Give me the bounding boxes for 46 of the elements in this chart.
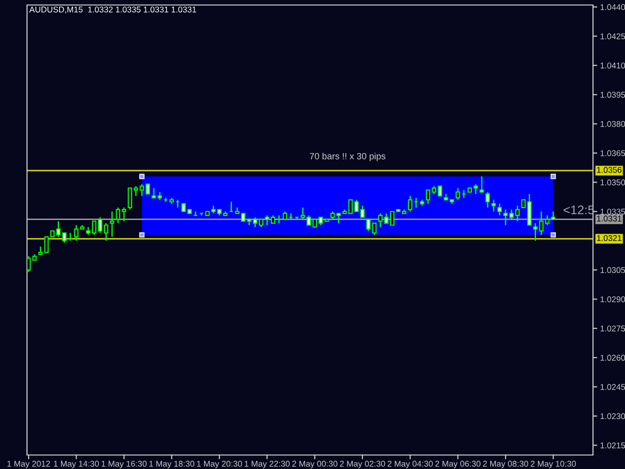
x-tick-label: 2 May 04:30 [388, 460, 433, 468]
ref-line-label: 1.0321 [597, 235, 622, 242]
candlestick [426, 189, 430, 204]
x-tick-label: 1 May 18:30 [149, 460, 194, 468]
y-tick-label: 1.0245 [600, 384, 625, 390]
y-tick-label: 1.0305 [600, 267, 625, 274]
y-tick-label: 1.0290 [600, 296, 625, 302]
y-tick-label: 1.0335 [600, 208, 625, 215]
x-tick-label: 1 May 16:30 [102, 460, 147, 468]
y-tick-label: 1.0440 [600, 4, 625, 10]
candlestick [438, 186, 442, 196]
ref-line-label: 1.0331 [597, 216, 622, 222]
x-tick-label: 2 May 10:30 [530, 460, 576, 468]
y-tick-label: 1.0365 [600, 150, 625, 156]
candlestick [456, 187, 460, 200]
x-tick-label: 1 May 14:30 [54, 460, 99, 468]
candlestick [360, 205, 365, 218]
x-tick-label: 1 May 2012 [7, 460, 50, 468]
y-tick-label: 1.0275 [600, 326, 625, 332]
candlestick [485, 191, 490, 208]
y-tick-label: 1.0230 [600, 413, 625, 420]
y-tick-label: 1.0425 [600, 33, 625, 40]
x-tick-label: 2 May 06:30 [435, 460, 480, 468]
candlestick [122, 206, 126, 222]
y-tick-label: 1.0380 [600, 121, 625, 127]
x-tick-label: 1 May 22:30 [244, 460, 290, 468]
y-tick-label: 1.0350 [600, 179, 625, 186]
y-tick-label: 1.0395 [600, 92, 625, 98]
y-tick-label: 1.0215 [600, 442, 625, 448]
candlestick [491, 199, 496, 212]
ref-line-label: 1.0356 [597, 166, 622, 173]
y-tick-label: 1.0260 [600, 354, 625, 361]
x-tick-label: 1 May 20:30 [197, 460, 242, 468]
y-tick-label: 1.0410 [600, 62, 625, 68]
candlestick [515, 205, 520, 222]
candlestick [116, 206, 120, 224]
chart-title: AUDUSD,M15 1.0332 1.0335 1.0331 1.0331 [29, 6, 196, 14]
candlestick [480, 176, 484, 193]
candlestick [497, 203, 502, 216]
candlestick [110, 210, 114, 238]
annotation: 70 bars !! x 30 pips [310, 152, 386, 162]
x-tick-label: 2 May 00:30 [292, 460, 338, 468]
candlestick [354, 199, 359, 212]
x-tick-label: 2 May 02:30 [340, 460, 386, 468]
candlestick [408, 195, 412, 212]
x-tick-label: 2 May 08:30 [483, 460, 528, 468]
